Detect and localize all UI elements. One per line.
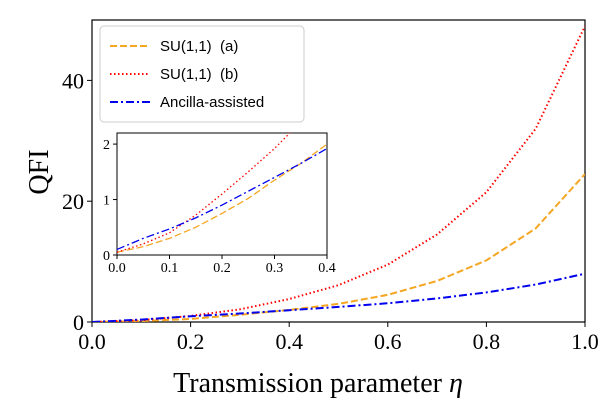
inset-ticks: 0.0 0.1 0.2 0.3 0.4 0 1 2 xyxy=(103,138,336,276)
main-x-tick-label-1: 0.2 xyxy=(177,329,205,354)
main-x-tick-label-3: 0.6 xyxy=(374,329,402,354)
main-y-tick-label-0: 0 xyxy=(73,310,84,335)
legend-box xyxy=(99,25,305,123)
inset-chart: 0.0 0.1 0.2 0.3 0.4 0 1 2 xyxy=(103,132,336,276)
inset-y-tick-label-0: 0 xyxy=(103,249,110,264)
inset-x-tick-label-4: 0.4 xyxy=(318,261,336,276)
inset-x-tick-label-0: 0.0 xyxy=(108,261,126,276)
plot-area-frame xyxy=(91,19,586,323)
x-axis-label-symbol: η xyxy=(449,368,463,399)
main-line-su-1-1-a xyxy=(92,173,585,322)
main-line-su-1-1-b xyxy=(92,25,585,322)
main-series-lines xyxy=(92,25,585,322)
x-axis-label: Transmission parameter η xyxy=(173,368,463,399)
inset-x-tick-label-1: 0.1 xyxy=(161,261,179,276)
main-x-tick-label-5: 1.0 xyxy=(571,329,598,354)
x-axis-label-text: Transmission parameter xyxy=(173,368,442,399)
main-y-tick-label-1: 20 xyxy=(62,189,84,214)
inset-x-tick-label-3: 0.3 xyxy=(266,261,284,276)
main-y-tick-label-2: 40 xyxy=(62,68,84,93)
inset-line-series-2 xyxy=(117,147,327,251)
legend-label-su11-b: SU(1,1) (b) xyxy=(160,66,238,83)
main-line-ancilla-assisted xyxy=(92,272,585,322)
legend-label-su11-a: SU(1,1) (a) xyxy=(160,38,238,55)
legend: SU(1,1) (a) SU(1,1) (b) Ancilla-assisted xyxy=(99,25,305,123)
y-axis-label: QFI xyxy=(24,149,55,194)
inset-line-series-0 xyxy=(117,143,327,253)
main-x-tick-label-0: 0.0 xyxy=(78,329,106,354)
legend-label-ancilla: Ancilla-assisted xyxy=(160,94,264,111)
main-x-tick-label-4: 0.8 xyxy=(473,329,501,354)
inset-line-series-1 xyxy=(117,133,291,253)
inset-y-tick-label-2: 2 xyxy=(103,138,110,153)
inset-y-tick-label-1: 1 xyxy=(103,194,110,209)
main-x-tick-label-2: 0.4 xyxy=(275,329,303,354)
inset-x-tick-label-2: 0.2 xyxy=(213,261,231,276)
inset-series-lines xyxy=(117,133,327,253)
